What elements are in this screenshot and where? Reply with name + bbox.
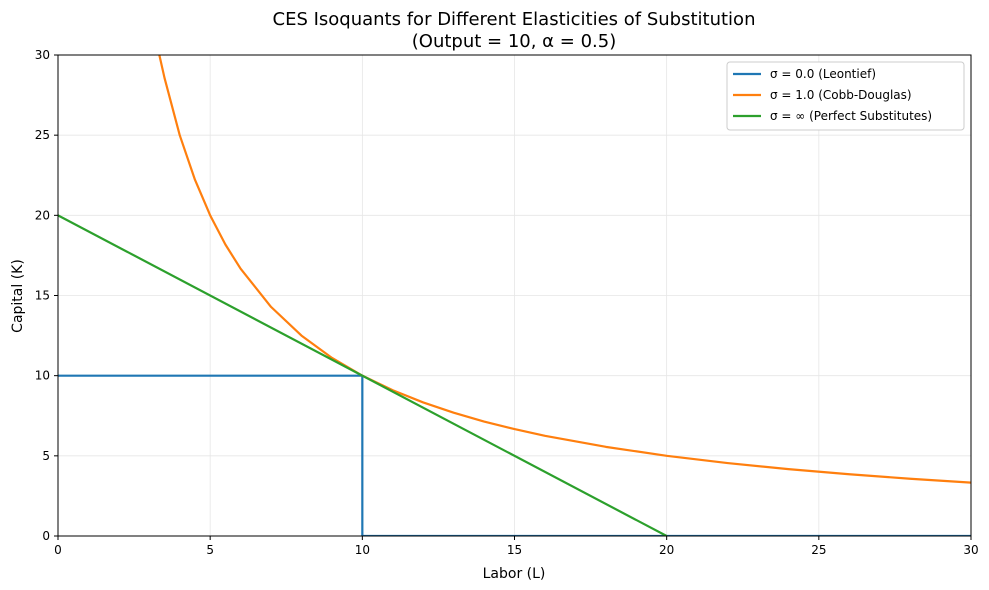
- y-tick-label: 30: [35, 48, 50, 62]
- y-tick-label: 25: [35, 128, 50, 142]
- x-tick-label: 25: [811, 543, 826, 557]
- legend-label-cobb-douglas: σ = 1.0 (Cobb-Douglas): [770, 88, 912, 102]
- y-tick-label: 10: [35, 369, 50, 383]
- chart-title-line2: (Output = 10, α = 0.5): [412, 31, 616, 52]
- legend-label-perfect-substitutes: σ = ∞ (Perfect Substitutes): [770, 109, 932, 123]
- y-tick-label: 20: [35, 208, 50, 222]
- series-line-cobb-douglas: [158, 55, 971, 484]
- plot-frame: [57, 54, 972, 537]
- ticks-group: 0 5 10 15 20 25 30 0 5 10 15 20 25 30: [35, 48, 979, 557]
- x-tick-label: 20: [659, 543, 674, 557]
- x-tick-label: 30: [963, 543, 978, 557]
- x-tick-label: 15: [507, 543, 522, 557]
- y-tick-label: 15: [35, 289, 50, 303]
- x-tick-label: 10: [355, 543, 370, 557]
- y-tick-label: 5: [42, 449, 50, 463]
- series-line-perfect-substitutes: [58, 214, 668, 536]
- legend: σ = 0.0 (Leontief) σ = 1.0 (Cobb-Douglas)…: [726, 61, 965, 131]
- chart-title-line1: CES Isoquants for Different Elasticities…: [273, 9, 756, 30]
- series-group: [58, 55, 971, 536]
- y-axis-label: Capital (K): [10, 259, 26, 333]
- x-tick-label: 0: [54, 543, 62, 557]
- legend-box: [726, 61, 965, 131]
- legend-label-leontief: σ = 0.0 (Leontief): [770, 67, 876, 81]
- y-tick-label: 0: [42, 529, 50, 543]
- x-tick-label: 5: [206, 543, 214, 557]
- x-axis-label: Labor (L): [483, 566, 546, 582]
- series-line-leontief: [58, 374, 971, 536]
